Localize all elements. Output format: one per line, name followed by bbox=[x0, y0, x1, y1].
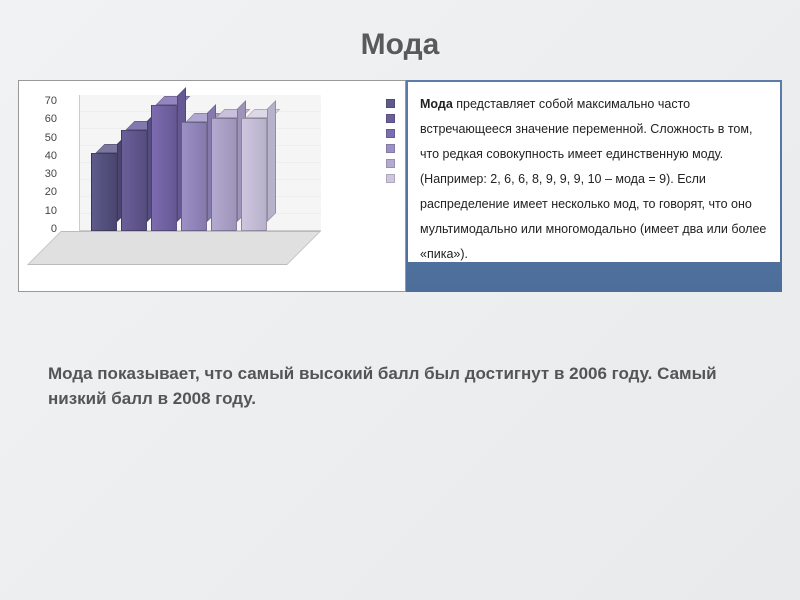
legend-swatch bbox=[386, 99, 395, 108]
legend-swatch bbox=[386, 114, 395, 123]
legend-swatch bbox=[386, 159, 395, 168]
bar bbox=[241, 118, 267, 231]
bar bbox=[181, 122, 207, 231]
y-tick-label: 40 bbox=[27, 150, 57, 162]
page-title: Мода bbox=[0, 0, 800, 80]
y-axis-labels: 70 60 50 40 30 20 10 0 bbox=[27, 95, 57, 235]
plot-area bbox=[61, 95, 321, 265]
description-text: Мода представляет собой максимально част… bbox=[408, 82, 780, 262]
content-row: 70 60 50 40 30 20 10 0 Мода представляет собой … bbox=[18, 80, 782, 292]
description-body: представляет собой максимально часто вст… bbox=[420, 97, 766, 261]
bar-chart-panel: 70 60 50 40 30 20 10 0 bbox=[18, 80, 406, 292]
caption-text: Мода показывает, что самый высокий балл … bbox=[48, 362, 752, 411]
bar bbox=[91, 153, 117, 231]
y-tick-label: 50 bbox=[27, 132, 57, 144]
bars-group bbox=[91, 105, 267, 231]
description-lead: Мода bbox=[420, 97, 453, 111]
y-tick-label: 30 bbox=[27, 168, 57, 180]
legend-swatch bbox=[386, 144, 395, 153]
y-tick-label: 70 bbox=[27, 95, 57, 107]
legend-swatch bbox=[386, 174, 395, 183]
legend bbox=[386, 99, 395, 183]
y-tick-label: 20 bbox=[27, 186, 57, 198]
chart-floor bbox=[27, 231, 321, 265]
bar bbox=[121, 130, 147, 231]
description-panel: Мода представляет собой максимально част… bbox=[406, 80, 782, 292]
y-tick-label: 60 bbox=[27, 113, 57, 125]
bar-chart-3d: 70 60 50 40 30 20 10 0 bbox=[19, 81, 405, 291]
y-tick-label: 0 bbox=[27, 223, 57, 235]
y-tick-label: 10 bbox=[27, 205, 57, 217]
bar bbox=[211, 118, 237, 231]
bar bbox=[151, 105, 177, 231]
legend-swatch bbox=[386, 129, 395, 138]
